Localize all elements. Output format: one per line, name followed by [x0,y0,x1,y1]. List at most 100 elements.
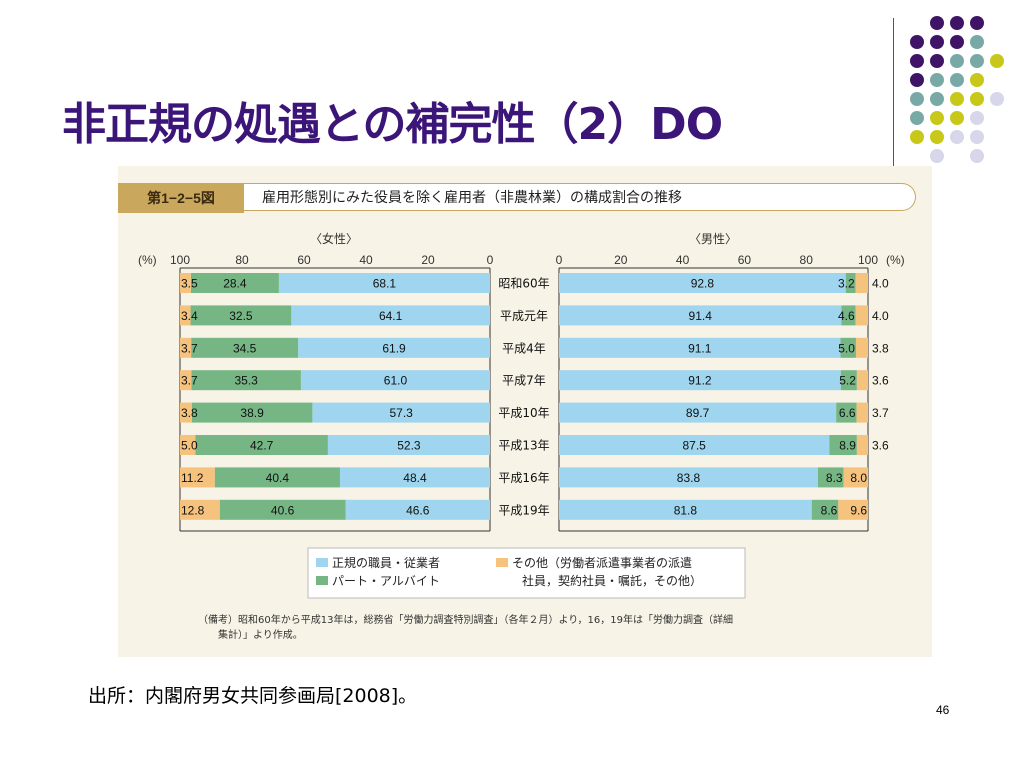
female-bar-regular [312,402,490,423]
male-tick-label: 40 [676,253,690,267]
decorative-dot [910,111,924,125]
female-bar-other [180,305,191,326]
category-label: 平成7年 [502,374,546,388]
female-bar-part [191,337,299,358]
male-tick-label: 80 [800,253,814,267]
male-bar-part [840,337,856,358]
male-value-other: 3.8 [872,341,889,355]
female-value-part: 40.6 [271,503,295,517]
female-value-regular: 57.3 [390,406,414,420]
male-value-other: 3.7 [872,406,889,420]
category-label: 平成元年 [500,309,548,323]
male-bar-regular [559,435,830,455]
male-tick-label: 60 [738,253,752,267]
male-bar-part [817,467,844,488]
male-bar-other [855,273,868,293]
female-bar-other [180,402,192,423]
title-separator-line [893,18,894,166]
female-value-part: 34.5 [233,341,257,355]
figure-note-line-1: （備考）昭和60年から平成13年は，総務省「労働力調査特別調査」（各年２月）より… [198,613,733,626]
male-value-part: 8.9 [839,439,856,453]
male-value-part: 5.0 [838,341,855,355]
male-value-other: 4.0 [872,277,889,291]
male-bar-part [840,370,857,391]
female-value-other: 3.4 [181,309,198,323]
decorative-dot [930,130,944,144]
female-bar-part [190,273,279,293]
male-value-other: 9.6 [850,503,867,517]
slide-title: 非正規の処遇との補完性（2）DO [62,99,723,150]
decorative-dots [910,16,1004,163]
male-value-other: 3.6 [872,374,889,388]
male-tick-label: 20 [614,253,628,267]
female-tick-label: 20 [421,253,435,267]
figure-note-line-2: 集計）」より作成。 [218,628,303,641]
decorative-dot [950,16,964,30]
female-value-part: 35.3 [235,374,259,388]
figure-header: 第1−2−5図 雇用形態別にみた役員を除く雇用者（非農林業）の構成割合の推移 [118,183,916,213]
male-value-part: 8.6 [821,503,838,517]
female-bar-regular [345,499,490,520]
decorative-dot [970,111,984,125]
male-value-other: 8.0 [850,471,867,485]
female-bar-part [191,370,301,391]
female-value-part: 42.7 [250,439,274,453]
decorative-dot [950,130,964,144]
legend-label-other-1: その他（労働者派遣事業者の派遣 [512,555,692,570]
female-bar-other [180,370,192,391]
male-value-other: 3.6 [872,439,889,453]
female-value-regular: 61.9 [382,341,406,355]
male-tick-label: 100 [858,253,878,267]
male-value-regular: 83.8 [677,471,701,485]
category-label: 平成4年 [502,341,546,355]
male-bar-regular [559,499,812,520]
category-label: 平成10年 [498,406,549,420]
female-value-regular: 52.3 [397,439,421,453]
category-label: 平成19年 [498,503,549,517]
male-value-regular: 92.8 [691,277,715,291]
decorative-dot [910,35,924,49]
male-bar-regular [559,402,837,423]
male-bar-regular [559,467,818,488]
male-bar-part [811,499,839,520]
male-bar-regular [559,305,842,326]
male-bar-other [855,305,868,326]
male-value-regular: 91.2 [688,374,712,388]
male-value-part: 3.2 [838,277,855,291]
male-value-regular: 81.8 [674,503,698,517]
female-value-other: 3.8 [181,406,198,420]
female-axis-label: 〈女性〉 [310,231,358,246]
female-value-part: 38.9 [240,406,264,420]
decorative-dot [970,16,984,30]
decorative-dot [970,35,984,49]
figure-number: 第1−2−5図 [118,183,244,213]
female-bar-regular [291,305,490,326]
male-bar-regular [559,370,841,391]
female-value-part: 28.4 [223,277,247,291]
female-value-part: 40.4 [266,471,290,485]
female-bar-part [191,402,313,423]
male-bar-other [856,402,868,423]
female-tick-label: 60 [297,253,311,267]
female-tick-label: 0 [487,253,494,267]
female-bar-part [214,467,340,488]
legend-swatch-regular [316,558,328,567]
male-bar-other [856,435,868,455]
male-tick-label: 0 [556,253,563,267]
male-value-part: 8.3 [826,471,843,485]
category-label: 昭和60年 [498,277,549,291]
female-bar-part [195,435,328,455]
decorative-dot [990,92,1004,106]
decorative-dot [910,92,924,106]
legend-box [307,547,746,599]
decorative-dot [930,73,944,87]
decorative-dot [990,54,1004,68]
decorative-dot [910,54,924,68]
decorative-dot [930,111,944,125]
male-bar-part [841,305,856,326]
male-value-regular: 91.1 [688,341,712,355]
legend-label-regular: 正規の職員・従業者 [332,555,440,570]
male-bar-part [845,273,856,293]
female-bar-part [190,305,292,326]
decorative-dot [930,92,944,106]
